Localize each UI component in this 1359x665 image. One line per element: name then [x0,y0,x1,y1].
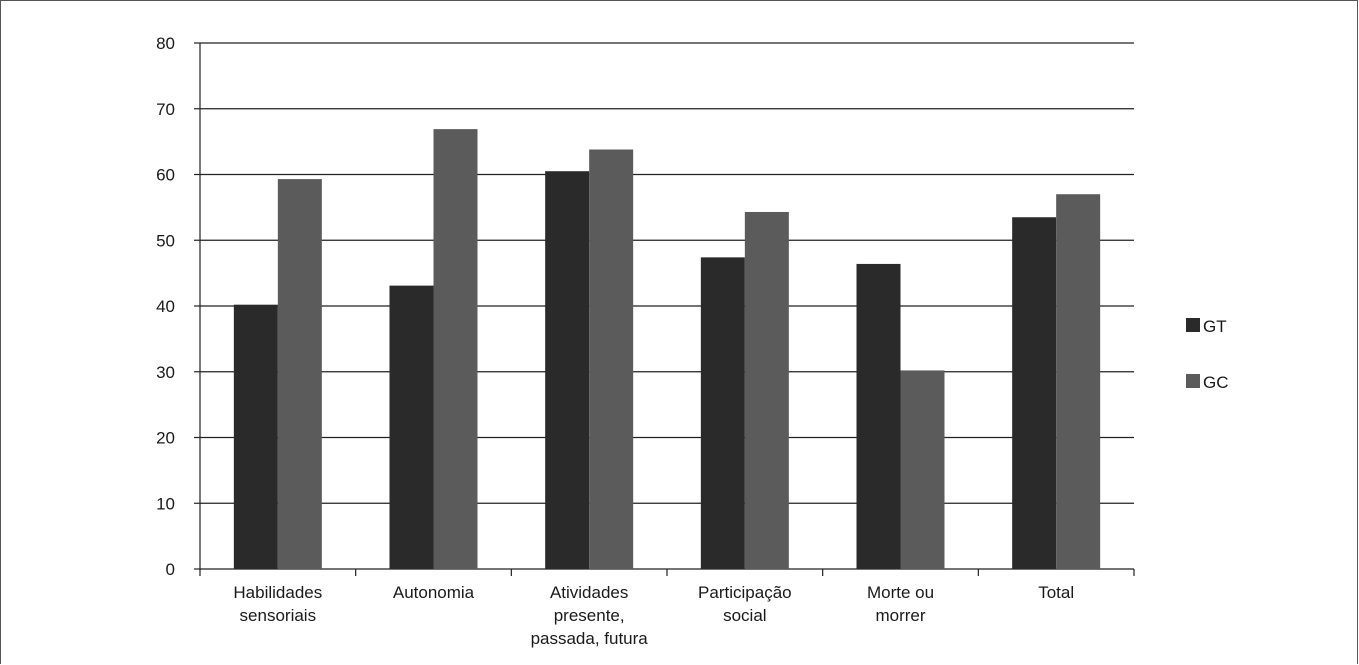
y-tick-label: 10 [156,494,175,513]
y-tick-label: 50 [156,231,175,250]
x-tick-label: presente, [554,606,625,625]
x-tick-label: Habilidades [233,583,322,602]
legend-label-gc: GC [1203,373,1229,392]
bar-gt [389,285,434,569]
x-tick-label: Autonomia [393,583,475,602]
bar-gt [545,171,590,569]
x-tick-label: sensoriais [240,606,317,625]
y-tick-label: 0 [166,560,175,579]
x-tick-label: morrer [875,606,925,625]
bar-gt [700,257,745,569]
bar-gc [433,129,478,569]
y-tick-label: 40 [156,297,175,316]
gridlines [200,42,1134,504]
legend-swatch-gc [1186,374,1200,388]
bar-gc [900,370,945,569]
bar-gc [589,149,634,569]
y-tick-labels: 0 10 20 30 40 50 60 70 80 [156,34,175,579]
x-tick-labels: Habilidades sensoriais Autonomia Atividades… [233,583,1074,648]
y-tick-label: 30 [156,363,175,382]
legend: GT GC [1186,317,1229,392]
axes [194,42,1135,576]
bars [233,129,1101,570]
y-tick-label: 60 [156,166,175,185]
bar-gc [277,179,322,570]
bar-gc [1056,194,1101,569]
y-tick-label: 20 [156,429,175,448]
y-tick-label: 80 [156,34,175,53]
x-tick-label: Participação [698,583,792,602]
bar-gt [856,263,901,569]
bar-gc [744,211,789,570]
bar-gt [1012,217,1057,570]
bar-gt [233,304,278,569]
x-tick-label: social [723,606,766,625]
x-tick-label: Morte ou [867,583,934,602]
legend-label-gt: GT [1203,317,1227,336]
x-tick-label: Total [1038,583,1074,602]
y-tick-label: 70 [156,100,175,119]
x-tick-label: Atividades [550,583,628,602]
legend-swatch-gt [1186,318,1200,332]
x-tick-label: passada, futura [531,629,649,648]
